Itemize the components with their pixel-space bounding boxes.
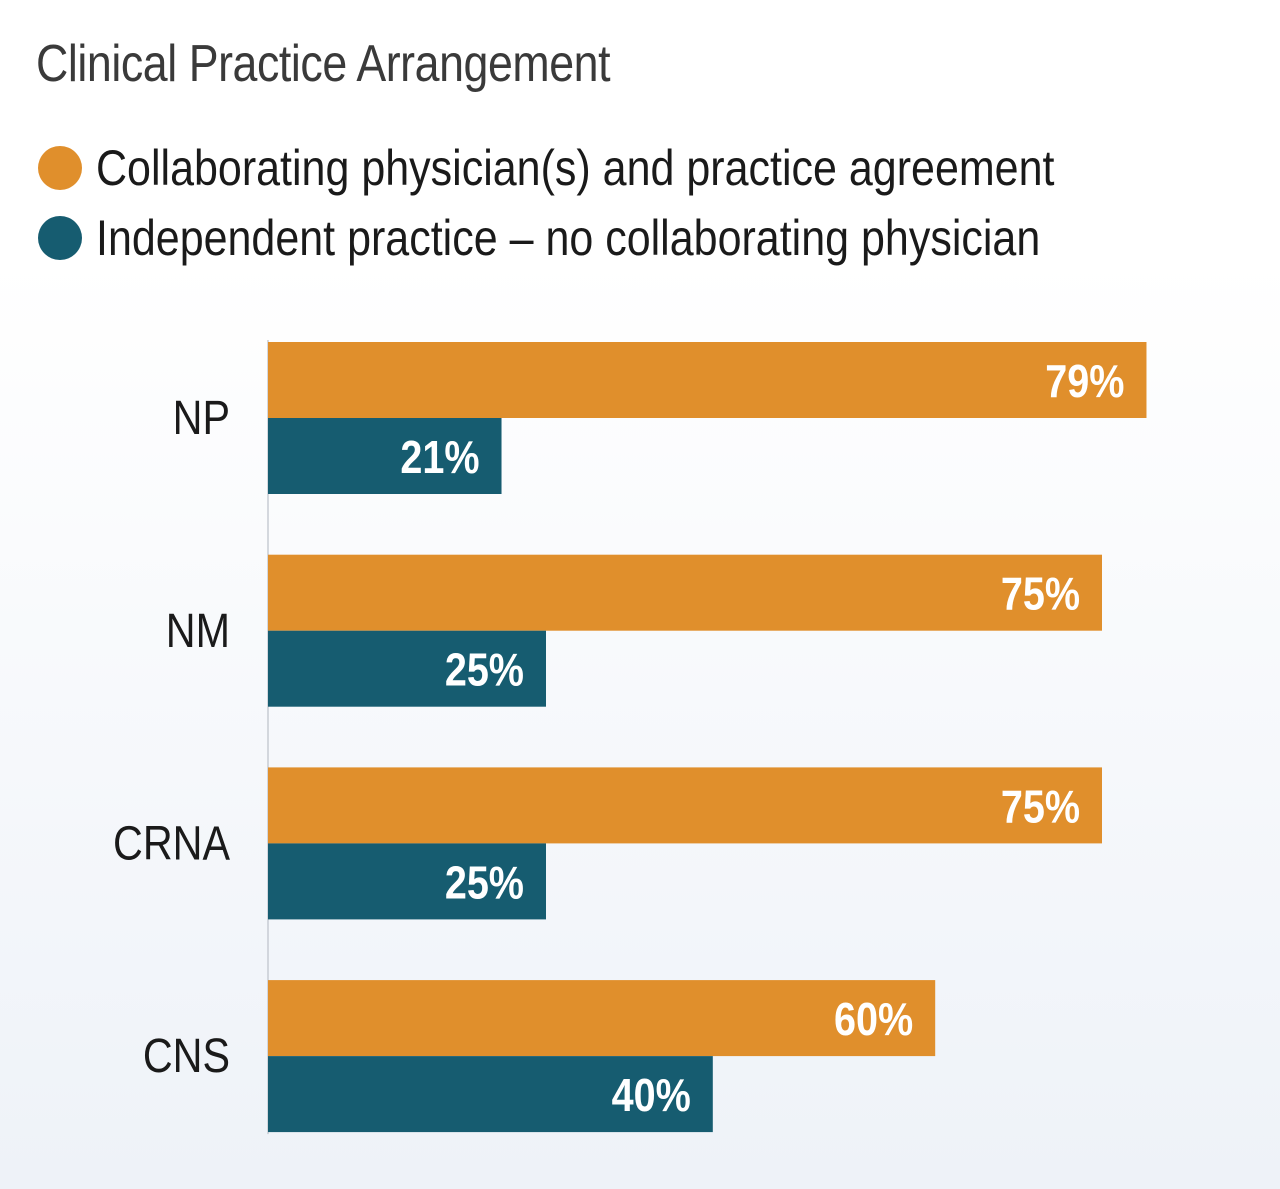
data-label-cns-independent: 40%	[612, 1070, 691, 1121]
data-label-crna-collaborating: 75%	[1001, 782, 1080, 833]
legend-item-collaborating: Collaborating physician(s) and practice …	[38, 138, 1210, 198]
legend-label-collaborating: Collaborating physician(s) and practice …	[96, 140, 1055, 196]
bar-cns-collaborating	[268, 980, 936, 1057]
bar-cns-independent	[268, 1056, 713, 1133]
data-label-np-independent: 21%	[400, 432, 479, 483]
bar-nm-collaborating	[268, 554, 1102, 631]
legend-swatch-independent	[38, 216, 82, 260]
category-label-np: NP	[173, 391, 230, 445]
bar-crna-independent	[268, 843, 546, 920]
data-label-nm-independent: 25%	[445, 645, 524, 696]
category-label-nm: NM	[166, 604, 230, 658]
bar-np-independent	[268, 418, 502, 494]
legend-label-independent: Independent practice – no collaborating …	[96, 210, 1041, 266]
data-label-nm-collaborating: 75%	[1001, 569, 1080, 620]
legend-swatch-collaborating	[38, 146, 82, 190]
data-label-crna-independent: 25%	[445, 858, 524, 909]
category-label-cns: CNS	[143, 1029, 230, 1083]
bar-crna-collaborating	[268, 767, 1102, 844]
category-label-crna: CRNA	[113, 817, 230, 871]
data-label-np-collaborating: 79%	[1045, 356, 1124, 407]
bar-np-collaborating	[268, 342, 1147, 418]
legend-item-independent: Independent practice – no collaborating …	[38, 208, 1194, 268]
bar-nm-independent	[268, 630, 546, 707]
data-label-cns-collaborating: 60%	[834, 994, 913, 1045]
chart-title: Clinical Practice Arrangement	[36, 35, 611, 93]
